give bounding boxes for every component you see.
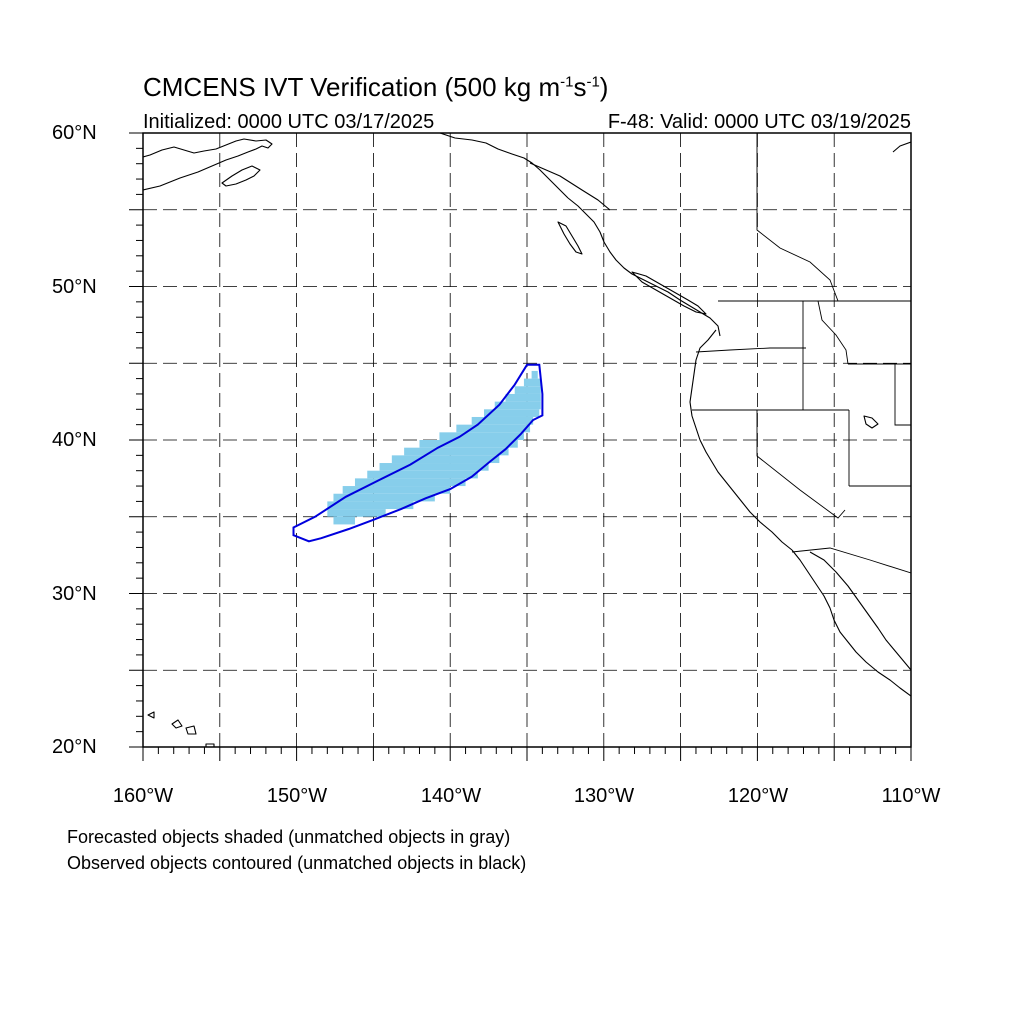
forecast-cell bbox=[367, 470, 478, 479]
forecast-cell bbox=[505, 393, 541, 402]
wyoming-west-border bbox=[894, 364, 911, 426]
forecast-note: Forecasted objects shaded (unmatched obj… bbox=[67, 827, 511, 847]
mainland-mexico bbox=[809, 551, 911, 671]
lon-label-110w: 110°W bbox=[881, 785, 941, 807]
hudson-shore bbox=[892, 141, 911, 153]
lon-label-160w: 160°W bbox=[112, 785, 174, 807]
nevada-california-border bbox=[756, 410, 846, 519]
alaska-coast bbox=[143, 138, 273, 191]
graticule bbox=[143, 133, 911, 747]
lat-label-30n: 30°N bbox=[52, 583, 97, 605]
observed-ivt-contour bbox=[292, 363, 544, 543]
forecast-cell bbox=[514, 386, 541, 394]
forecast-cell bbox=[494, 401, 541, 410]
forecast-cell bbox=[523, 378, 541, 387]
us-west-coast bbox=[689, 329, 793, 551]
forecast-cell bbox=[391, 455, 500, 464]
axis-ticks bbox=[129, 132, 912, 761]
lat-label-50n: 50°N bbox=[52, 276, 97, 298]
lon-label-150w: 150°W bbox=[266, 785, 328, 807]
forecast-cell bbox=[456, 424, 531, 433]
forecast-cell bbox=[354, 478, 466, 487]
hawaii-islands bbox=[147, 711, 215, 747]
forecast-cell bbox=[419, 440, 518, 448]
vancouver-island bbox=[631, 271, 707, 315]
lat-label-60n: 60°N bbox=[52, 122, 97, 144]
forecast-cell bbox=[327, 509, 386, 517]
chart-title: CMCENS IVT Verification (500 kg m-1s-1) bbox=[143, 72, 609, 102]
observed-note: Observed objects contoured (unmatched ob… bbox=[67, 853, 527, 873]
forecast-cell bbox=[471, 416, 534, 425]
idaho-montana-border bbox=[817, 300, 849, 365]
haida-gwaii bbox=[557, 221, 583, 255]
forecast-cell bbox=[379, 463, 489, 471]
political-borders bbox=[692, 133, 911, 574]
initialized-label: Initialized: 0000 UTC 03/17/2025 bbox=[143, 111, 435, 133]
lon-label-130w: 130°W bbox=[573, 785, 635, 807]
bc-alberta-border bbox=[756, 133, 839, 302]
baja-california bbox=[791, 549, 911, 697]
forecast-cell bbox=[342, 486, 451, 494]
washington-oregon-border bbox=[695, 347, 806, 353]
alaska-gulf-coast bbox=[439, 133, 569, 199]
us-mexico-border bbox=[791, 547, 911, 574]
forecast-cell bbox=[483, 409, 540, 417]
forecast-cell bbox=[404, 447, 509, 456]
lon-label-140w: 140°W bbox=[420, 785, 482, 807]
lat-label-20n: 20°N bbox=[52, 736, 97, 758]
great-salt-lake bbox=[863, 415, 879, 429]
forecast-ivt-object bbox=[327, 370, 541, 525]
alaska-boundary bbox=[529, 162, 611, 211]
coastlines bbox=[143, 133, 911, 747]
forecast-cell bbox=[333, 516, 355, 525]
lon-label-120w: 120°W bbox=[727, 785, 789, 807]
lat-label-40n: 40°N bbox=[52, 429, 97, 451]
kodiak-island bbox=[221, 165, 261, 187]
forecast-cell bbox=[531, 370, 538, 379]
forecast-cell bbox=[439, 432, 524, 440]
valid-time-label: F-48: Valid: 0000 UTC 03/19/2025 bbox=[607, 111, 911, 133]
forecast-cell bbox=[333, 493, 435, 502]
forecast-cell bbox=[327, 501, 414, 510]
bc-coast bbox=[567, 197, 721, 337]
